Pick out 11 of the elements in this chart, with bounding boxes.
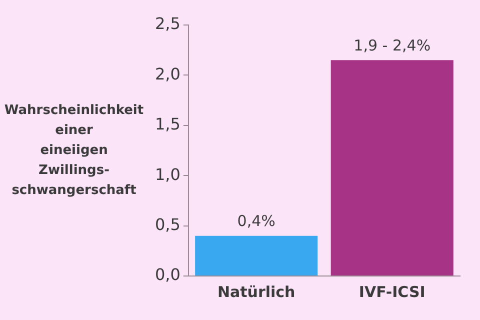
y-tick-label: 1,5 [154,114,180,134]
annotation: 1,9 - 2,4% [354,36,431,55]
y-axis-title: Wahrscheinlichkeit einer eineiigen Zwillings-schwangerschaft [4,102,144,198]
y-tick-label: 1,0 [154,164,180,184]
data-label: 0,4% [237,212,276,230]
x-tick-label: Natürlich [217,282,296,301]
y-tick-label: 2,0 [154,64,180,84]
x-tick-label: IVF-ICSI [358,282,426,301]
y-tick-label: 2,5 [154,14,180,34]
y-tick-label: 0,0 [154,265,180,284]
y-tick-label: 0,5 [154,214,180,234]
